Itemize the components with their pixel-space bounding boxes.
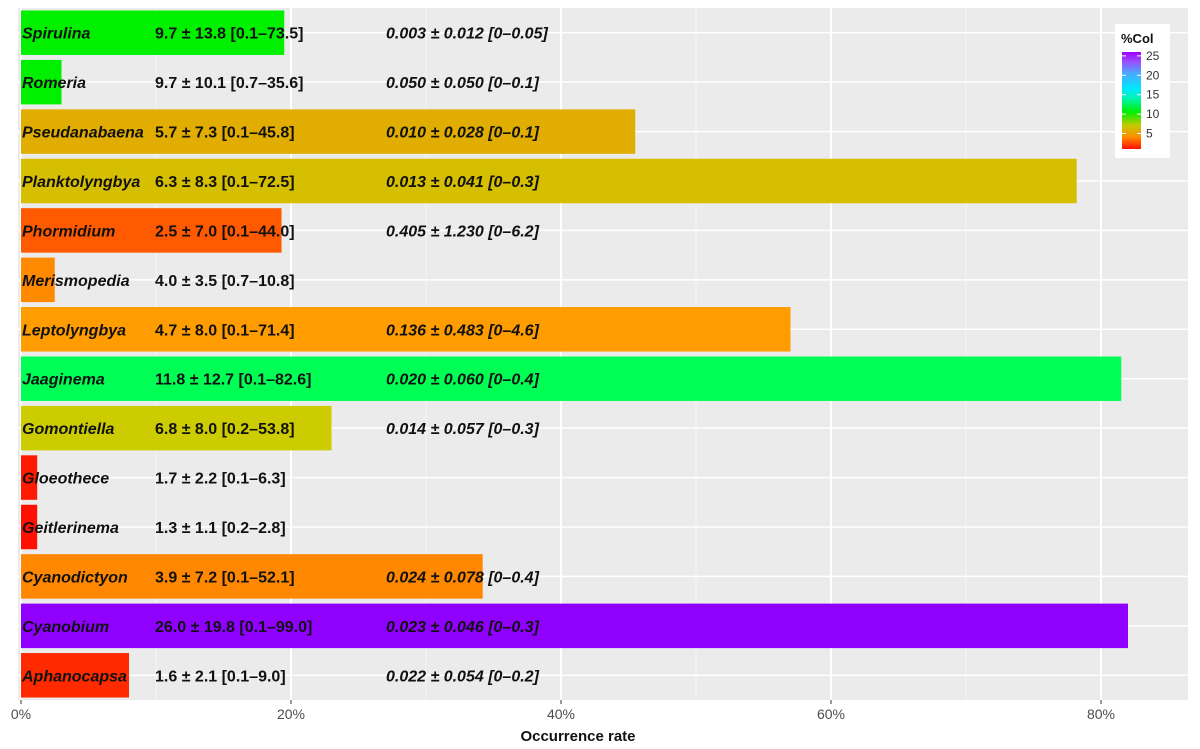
bar-pseudanabaena — [21, 109, 636, 154]
legend-title: %Col — [1121, 31, 1154, 46]
genus-label: Aphanocapsa — [21, 668, 127, 685]
bar-labels-group: Spirulina 9.7 ± 13.8 [0.1–73.5] 0.003 ± 0.… — [21, 26, 548, 686]
col-stat-label: 11.8 ± 12.7 [0.1–82.6] — [155, 372, 311, 389]
genus-label: Pseudanabaena — [22, 125, 144, 142]
legend-tick-label: 5 — [1146, 126, 1153, 140]
bar-merismopedia — [21, 257, 55, 303]
legend-tick-label: 20 — [1146, 68, 1160, 82]
col-stat-label: 1.7 ± 2.2 [0.1–6.3] — [155, 471, 286, 488]
genus-label: Gloeothece — [22, 471, 109, 488]
secondary-stat-label: 0.013 ± 0.041 [0–0.3] — [386, 174, 540, 191]
color-legend: %Col 5 10 15 20 25 — [1115, 24, 1170, 158]
genus-label: Gomontiella — [22, 421, 115, 438]
bar-cyanobium — [21, 603, 1128, 649]
secondary-stat-label: 0.405 ± 1.230 [0–6.2] — [386, 223, 540, 240]
col-stat-label: 9.7 ± 10.1 [0.7–35.6] — [155, 75, 303, 92]
bar-jaaginema — [21, 356, 1122, 401]
secondary-stat-label: 0.023 ± 0.046 [0–0.3] — [386, 619, 540, 636]
x-tick-label: 20% — [277, 706, 305, 722]
x-tick-label: 0% — [11, 706, 31, 722]
col-stat-label: 1.6 ± 2.1 [0.1–9.0] — [155, 668, 286, 685]
secondary-stat-label: 0.024 ± 0.078 [0–0.4] — [386, 569, 540, 586]
genus-label: Planktolyngbya — [22, 174, 140, 191]
genus-label: Merismopedia — [22, 273, 130, 290]
x-tick-label: 40% — [547, 706, 575, 722]
col-stat-label: 26.0 ± 19.8 [0.1–99.0] — [155, 619, 312, 636]
col-stat-label: 6.8 ± 8.0 [0.2–53.8] — [155, 421, 295, 438]
legend-tick-label: 10 — [1146, 107, 1160, 121]
secondary-stat-label: 0.136 ± 0.483 [0–4.6] — [386, 322, 540, 339]
bar-phormidium — [21, 208, 282, 253]
x-tick-label: 60% — [817, 706, 845, 722]
secondary-stat-label: 0.022 ± 0.054 [0–0.2] — [386, 668, 540, 685]
legend-colorbar — [1122, 52, 1141, 149]
bar-romeria — [21, 59, 62, 105]
x-axis: 0% 20% 40% 60% 80% — [11, 700, 1115, 722]
bar-aphanocapsa — [21, 653, 129, 698]
col-stat-label: 6.3 ± 8.3 [0.1–72.5] — [155, 174, 295, 191]
genus-label: Romeria — [22, 75, 86, 92]
x-tick-label: 80% — [1087, 706, 1115, 722]
x-axis-title: Occurrence rate — [520, 728, 635, 745]
col-stat-label: 4.0 ± 3.5 [0.7–10.8] — [155, 273, 295, 290]
legend-tick-label: 15 — [1146, 88, 1160, 102]
bar-leptolyngbya — [21, 307, 791, 352]
genus-label: Spirulina — [22, 26, 91, 43]
genus-label: Geitlerinema — [22, 520, 119, 537]
col-stat-label: 2.5 ± 7.0 [0.1–44.0] — [155, 223, 295, 240]
bar-gomontiella — [21, 405, 332, 451]
bar-planktolyngbya — [21, 158, 1077, 204]
genus-label: Phormidium — [22, 223, 115, 240]
col-stat-label: 3.9 ± 7.2 [0.1–52.1] — [155, 569, 295, 586]
bar-gloeothece — [21, 455, 38, 500]
genus-label: Cyanobium — [22, 619, 109, 636]
col-stat-label: 5.7 ± 7.3 [0.1–45.8] — [155, 125, 295, 142]
secondary-stat-label: 0.020 ± 0.060 [0–0.4] — [386, 372, 540, 389]
secondary-stat-label: 0.010 ± 0.028 [0–0.1] — [386, 125, 540, 142]
bar-spirulina — [21, 10, 285, 55]
legend-ticks: 5 10 15 20 25 — [1122, 49, 1160, 140]
secondary-stat-label: 0.050 ± 0.050 [0–0.1] — [386, 75, 540, 92]
genus-label: Cyanodictyon — [22, 569, 128, 586]
col-stat-label: 1.3 ± 1.1 [0.2–2.8] — [155, 520, 286, 537]
genus-label: Leptolyngbya — [22, 322, 126, 339]
bars-group — [21, 10, 1128, 698]
bar-geitlerinema — [21, 504, 38, 550]
bar-cyanodictyon — [21, 554, 483, 599]
col-stat-label: 4.7 ± 8.0 [0.1–71.4] — [155, 322, 295, 339]
genus-label: Jaaginema — [22, 372, 105, 389]
legend-tick-label: 25 — [1146, 49, 1160, 63]
col-stat-label: 9.7 ± 13.8 [0.1–73.5] — [155, 26, 303, 43]
secondary-stat-label: 0.014 ± 0.057 [0–0.3] — [386, 421, 540, 438]
secondary-stat-label: 0.003 ± 0.012 [0–0.05] — [386, 26, 548, 43]
